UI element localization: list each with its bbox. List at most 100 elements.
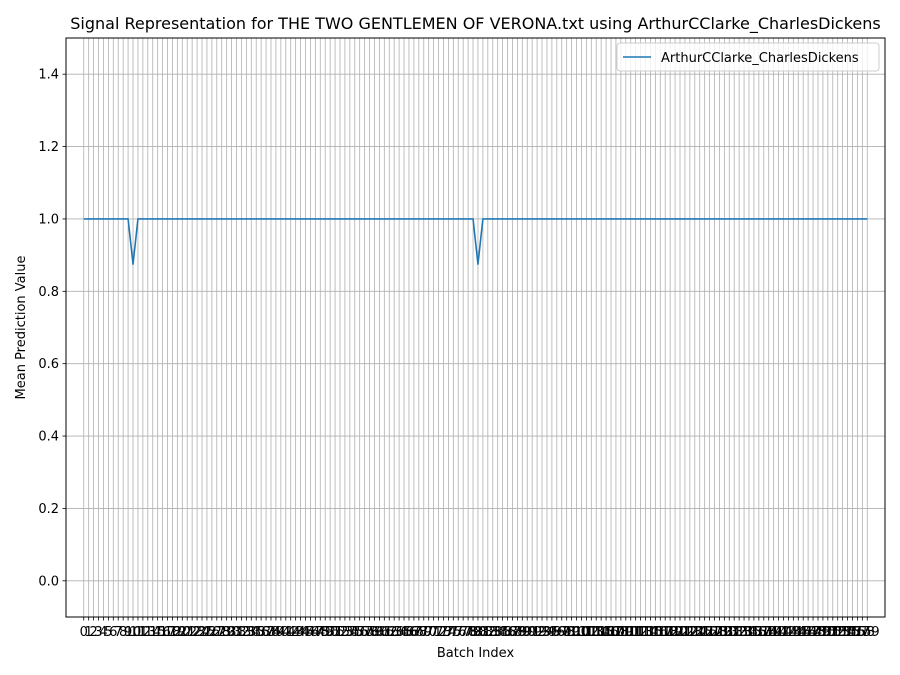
x-tick-label: 69 xyxy=(415,625,432,640)
x-tick-label: 125 xyxy=(687,625,712,640)
x-tick-label: 150 xyxy=(810,625,835,640)
x-tick-label: 61 xyxy=(376,625,393,640)
x-tick-label: 77 xyxy=(455,625,472,640)
x-tick-label: 111 xyxy=(618,625,643,640)
x-tick-label: 26 xyxy=(204,625,221,640)
x-tick-label: 14 xyxy=(144,625,161,640)
x-tick-label: 62 xyxy=(381,625,398,640)
x-tick-label: 10 xyxy=(125,625,142,640)
x-tick-label: 49 xyxy=(317,625,334,640)
x-tick-label: 51 xyxy=(327,625,344,640)
x-tick-label: 133 xyxy=(727,625,752,640)
x-tick-label: 123 xyxy=(677,625,702,640)
x-tick-label: 152 xyxy=(820,625,845,640)
x-tick-label: 126 xyxy=(692,625,717,640)
x-tick-label: 79 xyxy=(465,625,482,640)
x-tick-label: 22 xyxy=(184,625,201,640)
x-tick-label: 3 xyxy=(94,625,102,640)
x-tick-label: 96 xyxy=(549,625,566,640)
x-tick-label: 159 xyxy=(855,625,880,640)
x-tick-label: 53 xyxy=(337,625,354,640)
x-axis-label: Batch Index xyxy=(437,646,515,661)
x-tick-label: 1 xyxy=(85,625,93,640)
y-tick-label: 0.6 xyxy=(38,357,59,372)
x-tick-label: 86 xyxy=(499,625,516,640)
x-tick-label: 4 xyxy=(99,625,107,640)
x-tick-label: 92 xyxy=(529,625,546,640)
x-tick-label: 11 xyxy=(130,625,147,640)
x-tick-label: 103 xyxy=(579,625,604,640)
x-tick-label: 0 xyxy=(80,625,88,640)
x-tick-label: 65 xyxy=(396,625,413,640)
x-tick-label: 58 xyxy=(361,625,378,640)
x-tick-label: 143 xyxy=(776,625,801,640)
y-tick-label: 0.4 xyxy=(38,430,59,445)
x-tick-label: 56 xyxy=(351,625,368,640)
x-tick-label: 108 xyxy=(604,625,629,640)
x-tick-label: 151 xyxy=(815,625,840,640)
x-tick-label: 158 xyxy=(850,625,875,640)
x-tick-label: 78 xyxy=(460,625,477,640)
x-tick-label: 66 xyxy=(401,625,418,640)
x-tick-label: 17 xyxy=(159,625,176,640)
x-tick-label: 107 xyxy=(599,625,624,640)
x-tick-label: 124 xyxy=(682,625,707,640)
x-tick-label: 13 xyxy=(140,625,157,640)
y-tick-label: 1.0 xyxy=(38,212,59,227)
x-tick-label: 40 xyxy=(273,625,290,640)
x-tick-label: 137 xyxy=(746,625,771,640)
x-tick-label: 94 xyxy=(539,625,556,640)
x-tick-label: 36 xyxy=(253,625,270,640)
x-tick-label: 156 xyxy=(840,625,865,640)
y-tick-label: 0.0 xyxy=(38,574,59,589)
x-tick-label: 7 xyxy=(114,625,122,640)
x-tick-label: 154 xyxy=(830,625,855,640)
x-tick-label: 148 xyxy=(801,625,826,640)
x-tick-label: 64 xyxy=(391,625,408,640)
x-tick-label: 95 xyxy=(544,625,561,640)
x-tick-label: 90 xyxy=(519,625,536,640)
x-tick-label: 85 xyxy=(494,625,511,640)
x-tick-label: 27 xyxy=(209,625,226,640)
x-tick-label: 44 xyxy=(292,625,309,640)
x-tick-label: 132 xyxy=(722,625,747,640)
x-tick-label: 37 xyxy=(258,625,275,640)
x-tick-label: 128 xyxy=(702,625,727,640)
x-tick-label: 127 xyxy=(697,625,722,640)
x-tick-label: 112 xyxy=(623,625,648,640)
x-tick-label: 100 xyxy=(564,625,589,640)
x-tick-label: 75 xyxy=(445,625,462,640)
x-tick-label: 38 xyxy=(263,625,280,640)
x-tick-label: 109 xyxy=(608,625,633,640)
x-tick-label: 130 xyxy=(712,625,737,640)
x-tick-label: 32 xyxy=(233,625,250,640)
x-tick-label: 47 xyxy=(307,625,324,640)
x-tick-label: 16 xyxy=(154,625,171,640)
x-tick-label: 42 xyxy=(282,625,299,640)
x-tick-label: 74 xyxy=(440,625,457,640)
x-tick-label: 12 xyxy=(135,625,152,640)
series-line xyxy=(83,218,868,265)
x-tick-label: 157 xyxy=(845,625,870,640)
x-tick-label: 63 xyxy=(386,625,403,640)
x-tick-label: 68 xyxy=(411,625,428,640)
x-tick-label: 153 xyxy=(825,625,850,640)
x-tick-label: 33 xyxy=(238,625,255,640)
x-tick-label: 29 xyxy=(218,625,235,640)
x-tick-label: 98 xyxy=(558,625,575,640)
x-tick-label: 119 xyxy=(658,625,683,640)
x-tick-label: 102 xyxy=(574,625,599,640)
legend: ArthurCClarke_CharlesDickens xyxy=(616,42,880,72)
x-tick-label: 88 xyxy=(509,625,526,640)
x-tick-label: 82 xyxy=(480,625,497,640)
x-tick-label: 6 xyxy=(109,625,117,640)
legend-box xyxy=(616,42,880,72)
x-tick-label: 45 xyxy=(297,625,314,640)
x-tick-label: 76 xyxy=(450,625,467,640)
x-tick-label: 25 xyxy=(199,625,216,640)
y-tick-label: 0.8 xyxy=(38,285,59,300)
x-tick-label: 118 xyxy=(653,625,678,640)
x-tick-label: 60 xyxy=(371,625,388,640)
x-tick-label: 18 xyxy=(164,625,181,640)
